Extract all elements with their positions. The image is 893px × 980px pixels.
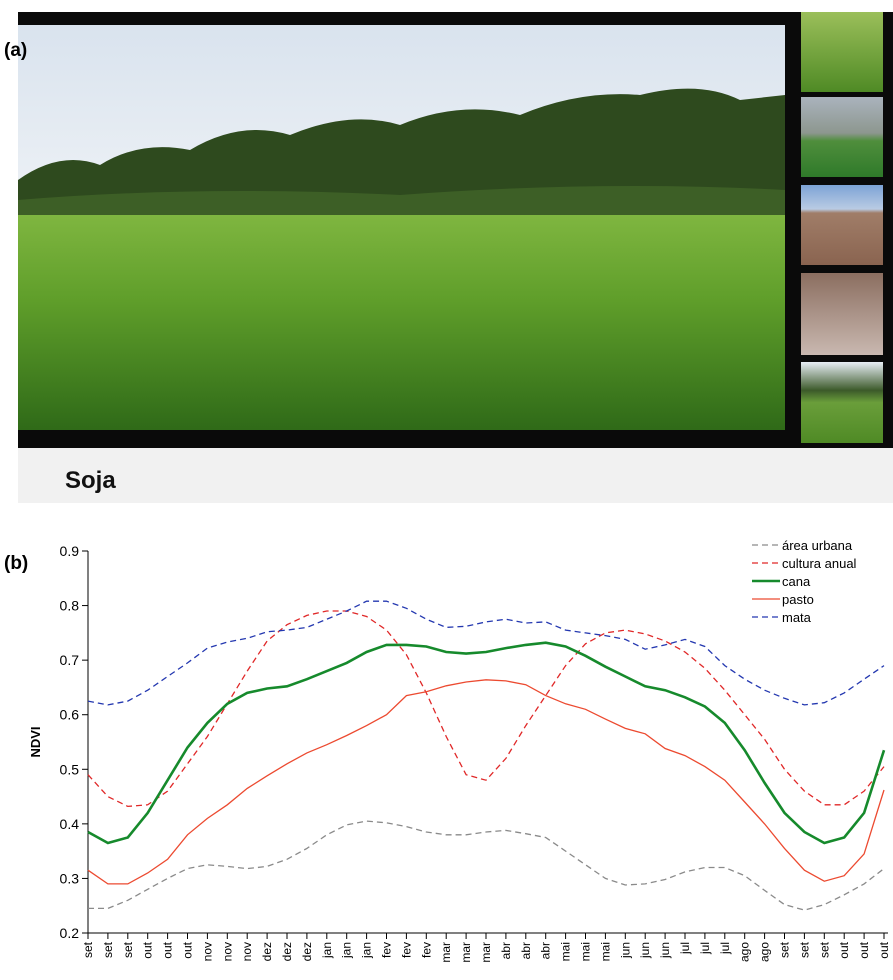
x-tick-label: ago <box>738 942 752 962</box>
x-tick-label: out <box>181 941 195 958</box>
panel-label: (a) <box>4 40 27 61</box>
series-line <box>87 610 885 808</box>
y-tick-label: 0.9 <box>60 543 80 559</box>
y-tick-label: 0.7 <box>60 652 80 668</box>
x-tick-label: jul <box>718 942 732 955</box>
x-tick-label: mar <box>479 942 493 963</box>
x-tick-label: set <box>778 941 792 958</box>
x-tick-label: fev <box>419 942 433 958</box>
x-tick-label: dez <box>280 942 294 961</box>
x-tick-label: mai <box>579 942 593 961</box>
y-tick-label: 0.3 <box>60 870 80 886</box>
x-tick-label: mai <box>559 942 573 961</box>
y-tick-label: 0.2 <box>60 925 80 941</box>
x-tick-label: mar <box>459 942 473 963</box>
series-line <box>87 600 885 706</box>
series-line <box>88 820 885 911</box>
x-tick-label: jun <box>618 942 632 959</box>
legend-label: mata <box>782 610 812 625</box>
legend-label: cultura anual <box>782 556 857 571</box>
photo-caption: Soja <box>65 467 116 494</box>
x-tick-label: out <box>161 941 175 958</box>
x-tick-label: ago <box>758 942 772 962</box>
series-line <box>87 641 886 845</box>
x-tick-label: nov <box>200 942 214 961</box>
x-tick-label: set <box>121 941 135 958</box>
x-tick-label: out <box>857 941 871 958</box>
x-tick-label: jan <box>320 942 334 959</box>
x-tick-label: nov <box>220 942 234 961</box>
y-tick-label: 0.4 <box>60 816 80 832</box>
x-tick-label: fev <box>380 942 394 958</box>
y-tick-label: 0.5 <box>60 761 80 777</box>
legend-label: cana <box>782 574 811 589</box>
x-tick-label: jun <box>658 942 672 959</box>
x-tick-label: dez <box>260 942 274 961</box>
x-tick-label: set <box>817 941 831 958</box>
x-tick-label: jul <box>678 942 692 955</box>
x-tick-label: jan <box>360 942 374 959</box>
x-tick-label: dez <box>300 942 314 961</box>
x-tick-label: out <box>141 941 155 958</box>
x-tick-label: jan <box>340 942 354 959</box>
x-tick-label: set <box>101 941 115 958</box>
x-tick-label: abr <box>539 942 553 959</box>
x-tick-label: mai <box>598 942 612 961</box>
legend-label: área urbana <box>782 538 853 553</box>
x-tick-label: out <box>877 941 891 958</box>
y-tick-label: 0.6 <box>60 707 80 723</box>
y-tick-label: 0.8 <box>60 598 80 614</box>
series-line <box>87 679 885 885</box>
x-tick-label: fev <box>399 942 413 958</box>
x-tick-label: jul <box>698 942 712 955</box>
x-tick-label: out <box>837 941 851 958</box>
panel-label: (b) <box>4 553 28 574</box>
y-axis-label: NDVI <box>28 726 43 757</box>
x-tick-label: jun <box>638 942 652 959</box>
legend-label: pasto <box>782 592 814 607</box>
x-tick-label: abr <box>519 942 533 959</box>
x-tick-label: mar <box>439 942 453 963</box>
x-tick-label: set <box>81 941 95 958</box>
x-tick-label: abr <box>499 942 513 959</box>
x-tick-label: set <box>797 941 811 958</box>
photo-panel: (a) Soja <box>4 12 893 503</box>
x-tick-label: nov <box>240 942 254 961</box>
